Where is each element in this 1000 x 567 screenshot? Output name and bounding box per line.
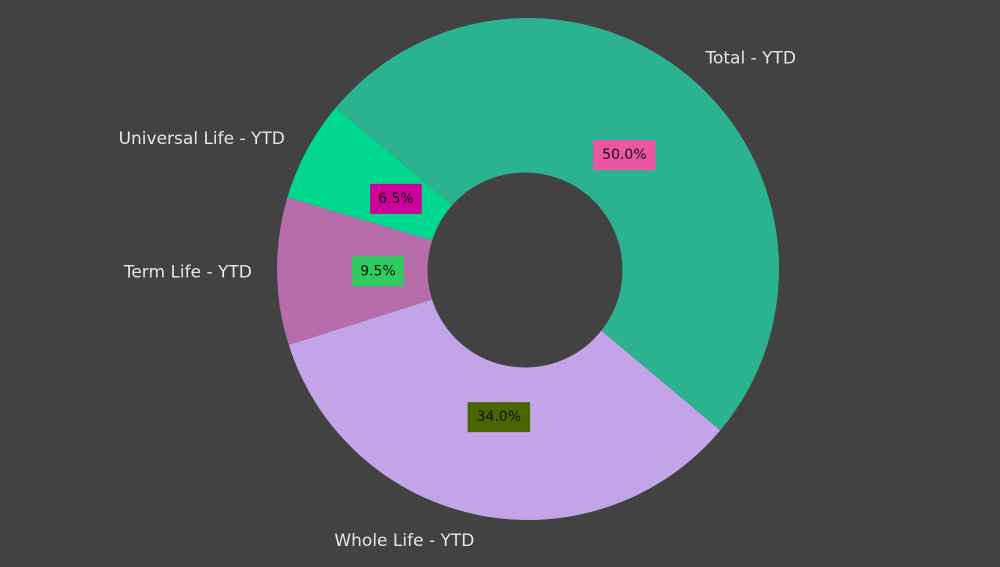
pct-label-box-3 bbox=[593, 140, 656, 171]
pct-label-box-0 bbox=[467, 402, 531, 433]
slice-label-0: Whole Life - YTD bbox=[334, 531, 474, 551]
pct-label-3: 50.0% bbox=[602, 147, 646, 163]
slice-label-3: Total - YTD bbox=[704, 48, 796, 68]
slice-label-1: Term Life - YTD bbox=[123, 262, 252, 282]
pct-label-2: 6.5% bbox=[378, 191, 414, 207]
pct-label-box-2 bbox=[370, 183, 422, 214]
pct-label-0: 34.0% bbox=[477, 409, 521, 425]
donut-hole bbox=[427, 172, 623, 368]
pct-label-box-1 bbox=[352, 256, 404, 287]
slice-label-2: Universal Life - YTD bbox=[119, 129, 285, 149]
slice-0 bbox=[288, 269, 721, 520]
pct-label-1: 9.5% bbox=[360, 263, 396, 279]
